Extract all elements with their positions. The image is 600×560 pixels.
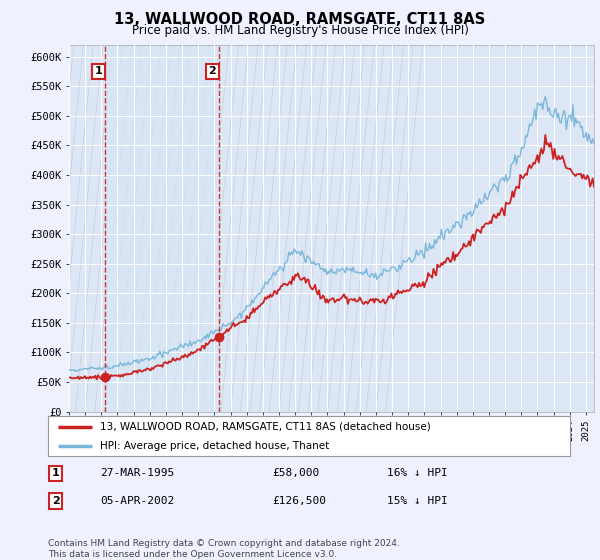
Text: 16% ↓ HPI: 16% ↓ HPI	[388, 468, 448, 478]
Text: Contains HM Land Registry data © Crown copyright and database right 2024.
This d: Contains HM Land Registry data © Crown c…	[48, 539, 400, 559]
Text: £126,500: £126,500	[272, 496, 326, 506]
Text: Price paid vs. HM Land Registry's House Price Index (HPI): Price paid vs. HM Land Registry's House …	[131, 24, 469, 36]
Text: 13, WALLWOOD ROAD, RAMSGATE, CT11 8AS (detached house): 13, WALLWOOD ROAD, RAMSGATE, CT11 8AS (d…	[100, 422, 431, 432]
Text: 1: 1	[95, 67, 103, 76]
Text: 2: 2	[52, 496, 60, 506]
Text: 15% ↓ HPI: 15% ↓ HPI	[388, 496, 448, 506]
Text: HPI: Average price, detached house, Thanet: HPI: Average price, detached house, Than…	[100, 441, 329, 451]
Text: 1: 1	[52, 468, 60, 478]
Text: 05-APR-2002: 05-APR-2002	[100, 496, 175, 506]
Text: 2: 2	[209, 67, 217, 76]
Text: £58,000: £58,000	[272, 468, 320, 478]
Text: 27-MAR-1995: 27-MAR-1995	[100, 468, 175, 478]
Bar	[105, 45, 219, 412]
Text: 13, WALLWOOD ROAD, RAMSGATE, CT11 8AS: 13, WALLWOOD ROAD, RAMSGATE, CT11 8AS	[115, 12, 485, 27]
